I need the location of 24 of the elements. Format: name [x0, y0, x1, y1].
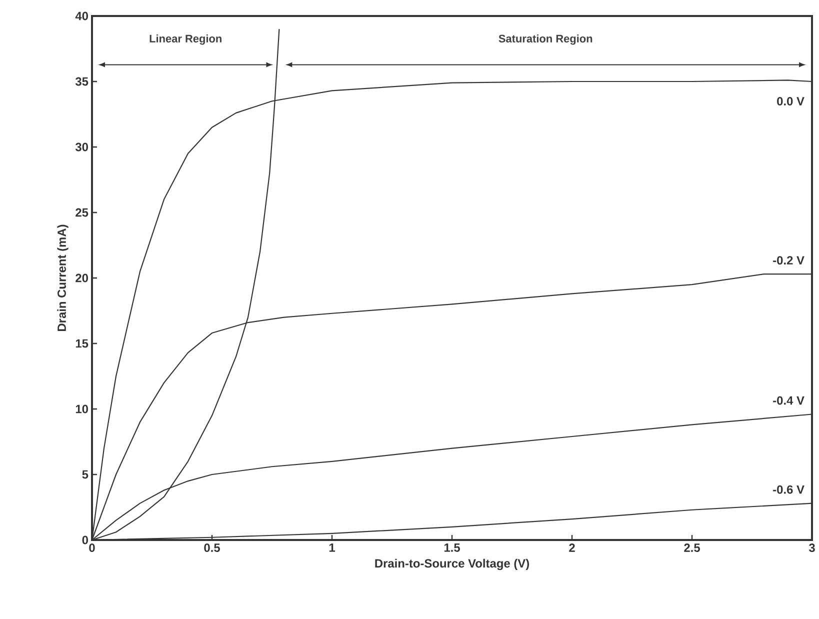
series-label: -0.2 V — [773, 256, 804, 265]
y-tick-label: 20 — [76, 274, 88, 282]
x-tick-label: 0 — [89, 544, 95, 552]
series-label: 0.0 V — [777, 97, 804, 106]
series-label: -0.4 V — [773, 396, 804, 405]
x-axis-title: Drain-to-Source Voltage (V) — [375, 558, 530, 570]
x-tick-label: 0.5 — [204, 544, 220, 552]
series-label: -0.6 V — [773, 485, 804, 494]
x-tick-label: 2.5 — [684, 544, 700, 552]
x-tick-label: 1.5 — [444, 544, 460, 552]
x-tick-label: 2 — [569, 544, 575, 552]
y-tick-label: 40 — [75, 12, 88, 20]
y-tick-label: 10 — [76, 404, 88, 414]
y-tick-label: 0 — [82, 536, 88, 544]
y-tick-label: 5 — [82, 470, 88, 479]
y-tick-label: 35 — [75, 77, 88, 86]
y-tick-label: 15 — [76, 339, 88, 348]
annotation: Linear Region — [150, 34, 222, 45]
x-tick-label: 1 — [329, 544, 335, 552]
annotation: Saturation Region — [498, 34, 592, 45]
y-tick-label: 30 — [75, 142, 88, 152]
y-tick-label: 25 — [76, 208, 88, 217]
y-axis-title: Drain Current (mA) — [57, 224, 68, 331]
x-tick-label: 3 — [808, 544, 815, 552]
